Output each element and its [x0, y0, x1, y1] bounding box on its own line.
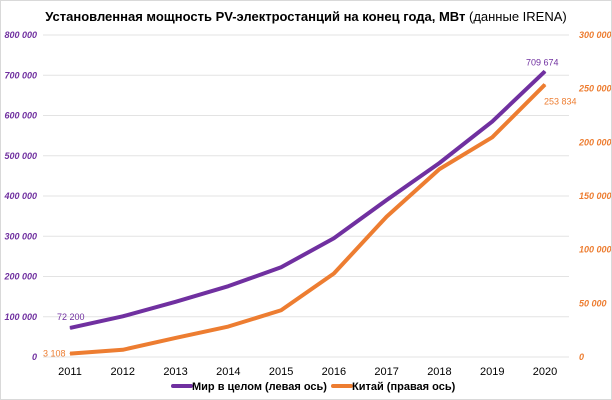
left-axis-tick-label: 100 000: [4, 312, 37, 322]
data-point: [227, 285, 229, 287]
data-label-last: 709 674: [526, 57, 559, 67]
data-point: [333, 273, 335, 275]
x-axis-tick-label: 2016: [322, 366, 346, 378]
data-point: [69, 353, 71, 355]
x-axis-tick-label: 2017: [374, 366, 398, 378]
data-point: [544, 70, 546, 72]
right-axis-tick-label: 50 000: [579, 298, 607, 308]
data-point: [491, 121, 493, 123]
right-axis-tick-label: 300 000: [579, 30, 611, 40]
legend-label: Мир в целом (левая ось): [192, 381, 327, 393]
left-axis-tick-label: 400 000: [3, 191, 37, 201]
left-axis-tick-label: 200 000: [3, 272, 37, 282]
chart-title-main: Установленная мощность PV-электростанций…: [45, 9, 465, 24]
legend-label: Китай (правая ось): [352, 381, 456, 393]
chart-title-source: (данные IRENA): [465, 9, 566, 24]
data-point: [544, 84, 546, 86]
data-point: [386, 216, 388, 218]
chart-title: Установленная мощность PV-электростанций…: [45, 9, 566, 24]
world-series-line: [69, 69, 547, 330]
x-axis-tick-label: 2018: [427, 366, 451, 378]
x-axis-tick-label: 2014: [216, 366, 240, 378]
data-label-last: 253 834: [544, 97, 577, 107]
data-point: [227, 326, 229, 328]
data-point: [438, 168, 440, 170]
left-axis-tick-label: 700 000: [4, 70, 37, 80]
data-label-first: 72 200: [57, 312, 85, 322]
left-axis-tick-label: 300 000: [4, 231, 37, 241]
right-axis-tick-label: 100 000: [579, 245, 611, 255]
right-axis-tick-label: 200 000: [578, 137, 611, 147]
data-label-first: 3 108: [43, 349, 66, 359]
left-axis-tick-label: 500 000: [4, 151, 37, 161]
left-axis-tick-label: 0: [32, 352, 37, 362]
right-axis-tick-label: 0: [579, 352, 584, 362]
data-point: [280, 266, 282, 268]
data-point: [175, 337, 177, 339]
x-axis-tick-label: 2011: [58, 366, 82, 378]
data-point: [175, 301, 177, 303]
x-axis-tick-label: 2020: [533, 366, 557, 378]
x-axis-tick-label: 2015: [269, 366, 293, 378]
right-axis-tick-label: 150 000: [579, 191, 611, 201]
data-point: [122, 349, 124, 351]
x-axis-tick-label: 2012: [111, 366, 135, 378]
left-axis-tick-label: 800 000: [4, 30, 37, 40]
left-axis-tick-label: 600 000: [4, 111, 37, 121]
right-axis-tick-label: 250 000: [578, 84, 611, 94]
data-point: [122, 315, 124, 317]
data-point: [280, 309, 282, 311]
x-axis-tick-label: 2019: [480, 366, 504, 378]
china-series-line: [69, 83, 547, 356]
data-point: [333, 237, 335, 239]
data-point: [69, 327, 71, 329]
x-axis-tick-label: 2013: [163, 366, 187, 378]
data-point: [386, 199, 388, 201]
data-point: [491, 136, 493, 138]
data-point: [438, 162, 440, 164]
